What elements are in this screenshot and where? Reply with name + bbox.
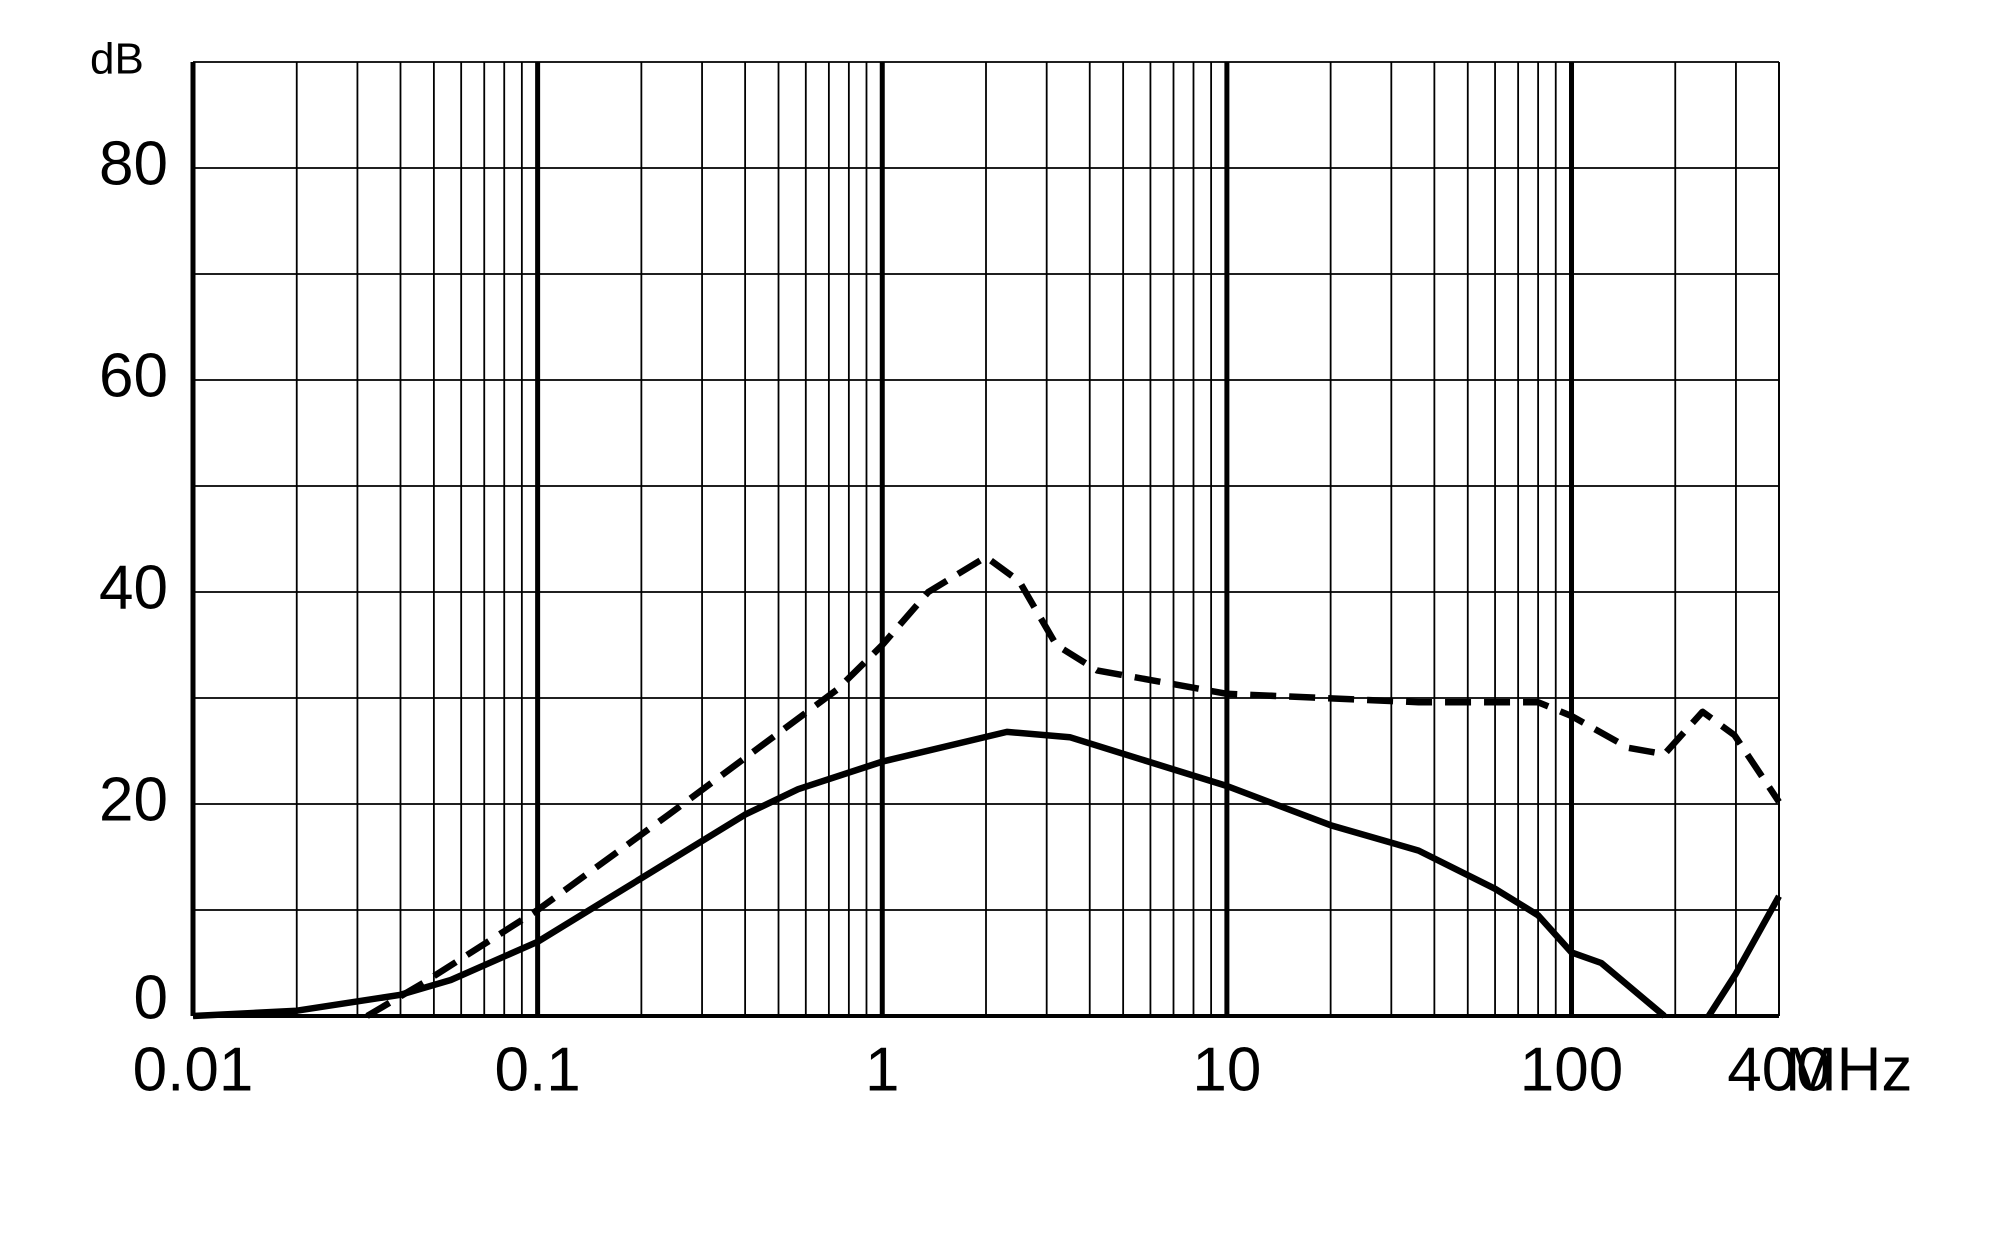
x-tick-label: 1 (865, 1035, 899, 1104)
x-tick-label: 0.1 (495, 1035, 581, 1104)
y-tick-label: 20 (99, 765, 168, 834)
x-axis-unit: MHz (1785, 1035, 1912, 1104)
x-tick-label: 100 (1520, 1035, 1623, 1104)
y-tick-label: 60 (99, 341, 168, 410)
series-line (365, 553, 1782, 1019)
series-line (192, 728, 1782, 1020)
x-tick-label: 0.01 (133, 1035, 254, 1104)
x-tick-label: 10 (1192, 1035, 1261, 1104)
y-tick-label: 40 (99, 553, 168, 622)
x-tick-label: 400 (1727, 1035, 1830, 1104)
y-tick-label: 80 (99, 129, 168, 198)
y-axis-label: dB (90, 35, 144, 84)
y-tick-label: 0 (134, 963, 168, 1032)
